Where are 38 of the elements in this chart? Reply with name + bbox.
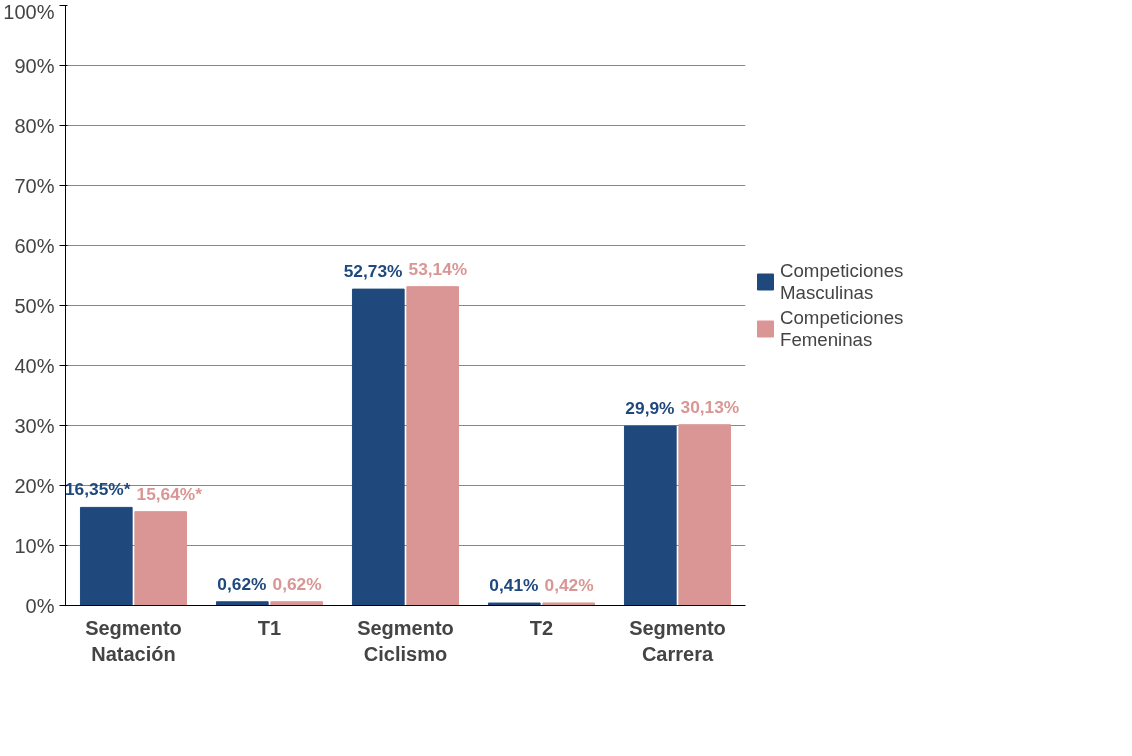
y-tick-label: 10%: [14, 534, 55, 557]
data-label: 0,42%: [544, 574, 594, 595]
bar: [623, 425, 677, 606]
data-label: 15,64%*: [136, 483, 203, 504]
x-tick-label: Segmento Carrera: [629, 616, 726, 665]
bar: [215, 601, 269, 606]
legend-label: Competiciones Masculinas: [780, 259, 904, 304]
y-tick-label: 100%: [3, 0, 55, 23]
legend-label: Competiciones Femeninas: [780, 306, 904, 351]
data-label: 0,62%: [217, 573, 267, 594]
y-tick-label: 50%: [14, 294, 55, 317]
data-label: 53,14%: [408, 258, 468, 279]
data-label: 52,73%: [343, 261, 403, 282]
bar: [487, 602, 541, 606]
x-tick-label: T1: [257, 616, 282, 639]
y-tick-label: 60%: [14, 234, 55, 257]
x-tick-label: Segmento Natación: [85, 616, 182, 665]
y-tick-label: 0%: [25, 594, 55, 617]
y-tick-label: 20%: [14, 474, 55, 497]
x-tick-label: T2: [529, 616, 554, 639]
y-tick-label: 80%: [14, 114, 55, 137]
bar: [270, 601, 324, 606]
x-tick-label: Segmento Ciclismo: [357, 616, 454, 665]
data-label: 30,13%: [680, 396, 740, 417]
data-label: 0,41%: [489, 575, 539, 596]
y-tick-label: 90%: [14, 54, 55, 77]
bar: [134, 511, 188, 606]
y-tick-label: 70%: [14, 174, 55, 197]
data-label: 0,62%: [272, 573, 322, 594]
y-tick-label: 40%: [14, 354, 55, 377]
bar: [678, 424, 732, 606]
bar: [79, 506, 133, 606]
data-label: 29,9%: [625, 398, 675, 419]
data-label: 16,35%*: [64, 479, 131, 500]
bar: [542, 602, 596, 606]
y-tick-label: 30%: [14, 414, 55, 437]
bar: [351, 288, 405, 606]
bar: [406, 286, 460, 606]
